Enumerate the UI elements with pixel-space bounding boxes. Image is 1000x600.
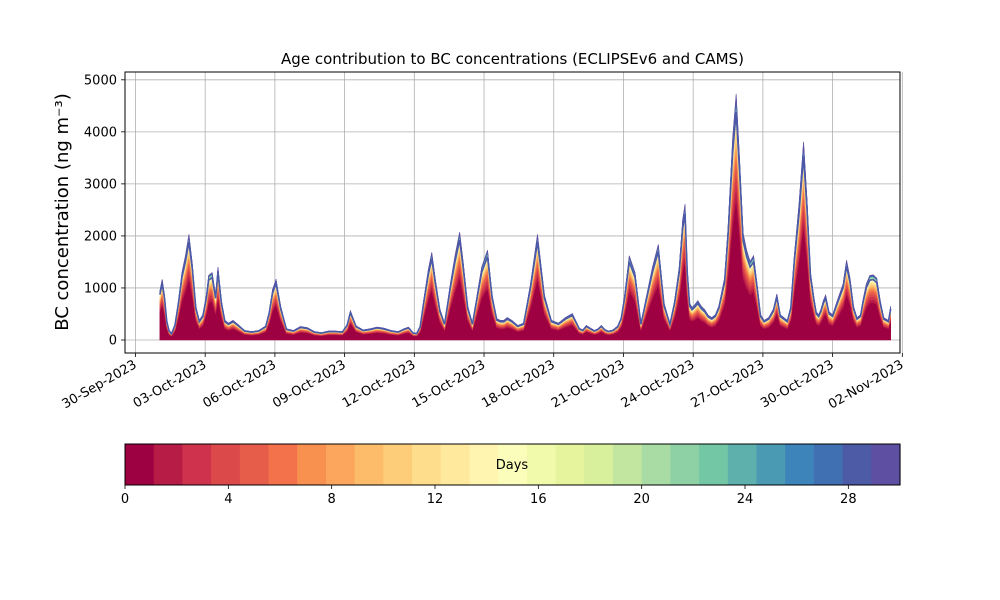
- x-tick-label: 21-Oct-2023: [549, 357, 627, 411]
- colorbar-swatch: [498, 444, 528, 485]
- plot-frame: [124, 71, 901, 354]
- x-tick-label: 24-Oct-2023: [619, 357, 697, 411]
- area-age-band-16: [159, 107, 891, 335]
- area-age-band-26: [159, 93, 891, 334]
- grid-lines: [125, 72, 903, 353]
- area-age-band-6: [159, 143, 891, 336]
- colorbar-swatch: [125, 444, 155, 485]
- colorbar-swatch: [612, 444, 643, 485]
- colorbar-tick-label: 28: [840, 492, 857, 507]
- colorbar-swatch: [756, 444, 786, 485]
- colorbar-swatch: [526, 444, 557, 485]
- colorbar-swatch: [239, 444, 270, 485]
- colorbar-swatch: [871, 444, 901, 485]
- colorbar-swatch: [412, 444, 442, 485]
- area-age-band-12: [159, 117, 891, 335]
- y-tick-label: 4000: [84, 125, 117, 140]
- colorbar-swatch: [813, 444, 844, 485]
- area-age-band-22: [159, 99, 891, 335]
- y-axis-label: BC concentration (ng m⁻³): [52, 93, 73, 331]
- colorbar-swatch: [325, 444, 356, 485]
- area-age-band-8: [159, 134, 891, 336]
- area-age-band-18: [159, 104, 891, 335]
- colorbar-swatch: [699, 444, 729, 485]
- x-tick-label: 02-Nov-2023: [826, 357, 906, 412]
- colorbar-swatch: [670, 444, 700, 485]
- x-tick-label: 30-Oct-2023: [758, 357, 836, 411]
- x-tick-label: 09-Oct-2023: [270, 357, 348, 411]
- colorbar-swatch: [469, 444, 499, 485]
- colorbar-swatch: [584, 444, 614, 485]
- y-tick-label: 3000: [84, 177, 117, 192]
- x-tick-label: 18-Oct-2023: [479, 357, 557, 411]
- area-age-band-17: [159, 105, 891, 335]
- x-tick-label: 06-Oct-2023: [200, 357, 278, 411]
- colorbar-swatch: [555, 444, 585, 485]
- area-age-band-9: [159, 130, 891, 335]
- area-age-band-21: [159, 100, 891, 335]
- area-age-band-20: [159, 101, 891, 335]
- colorbar-swatch: [641, 444, 671, 485]
- colorbar-tick-label: 20: [633, 492, 650, 507]
- colorbar-tick-label: 8: [328, 492, 336, 507]
- colorbar-swatch: [354, 444, 384, 485]
- area-age-band-19: [159, 102, 891, 335]
- y-tick-label: 5000: [84, 73, 117, 88]
- colorbar-swatch: [383, 444, 413, 485]
- area-age-band-15: [159, 109, 891, 335]
- x-tick-label: 12-Oct-2023: [340, 357, 418, 411]
- x-tick-label: 03-Oct-2023: [131, 357, 209, 411]
- x-tick-label: 15-Oct-2023: [410, 357, 488, 411]
- colorbar-swatch: [842, 444, 872, 485]
- area-age-band-24: [159, 97, 891, 334]
- y-tick-label: 1000: [84, 281, 117, 296]
- colorbar-swatch: [153, 444, 183, 485]
- colorbar: 0 4 8 12 16 20 24 28: [121, 444, 901, 507]
- colorbar-swatch: [727, 444, 758, 485]
- colorbar-tick-label: 12: [427, 492, 444, 507]
- colorbar-tick-label: 0: [121, 492, 129, 507]
- colorbar-swatch: [182, 444, 212, 485]
- area-age-band-10: [159, 125, 891, 335]
- y-tick-label: 0: [109, 333, 117, 348]
- colorbar-tick-label: 16: [530, 492, 547, 507]
- colorbar-swatch: [785, 444, 815, 485]
- x-tick-label: 30-Sep-2023: [60, 357, 140, 412]
- colorbar-tick-label: 4: [224, 492, 232, 507]
- age-areas: [159, 93, 892, 341]
- area-age-band-23: [159, 98, 891, 334]
- colorbar-label: Days: [496, 458, 529, 473]
- colorbar-frame: [124, 443, 901, 486]
- area-age-band-7: [159, 139, 891, 336]
- area-age-band-11: [159, 121, 891, 335]
- axes: 0 1000 2000 3000 4000 5000 30-Sep-202303-Oct-2…: [60, 73, 907, 412]
- area-age-band-14: [159, 112, 891, 335]
- area-age-band-13: [159, 114, 891, 335]
- colorbar-tick-label: 24: [737, 492, 754, 507]
- colorbar-swatch: [440, 444, 471, 485]
- total-outline: [159, 112, 892, 336]
- colorbar-swatch: [211, 444, 241, 485]
- colorbar-swatch: [297, 444, 327, 485]
- y-tick-label: 2000: [84, 229, 117, 244]
- x-tick-label: 27-Oct-2023: [689, 357, 767, 411]
- chart-title: Age contribution to BC concentrations (E…: [281, 50, 744, 68]
- colorbar-swatch: [268, 444, 298, 485]
